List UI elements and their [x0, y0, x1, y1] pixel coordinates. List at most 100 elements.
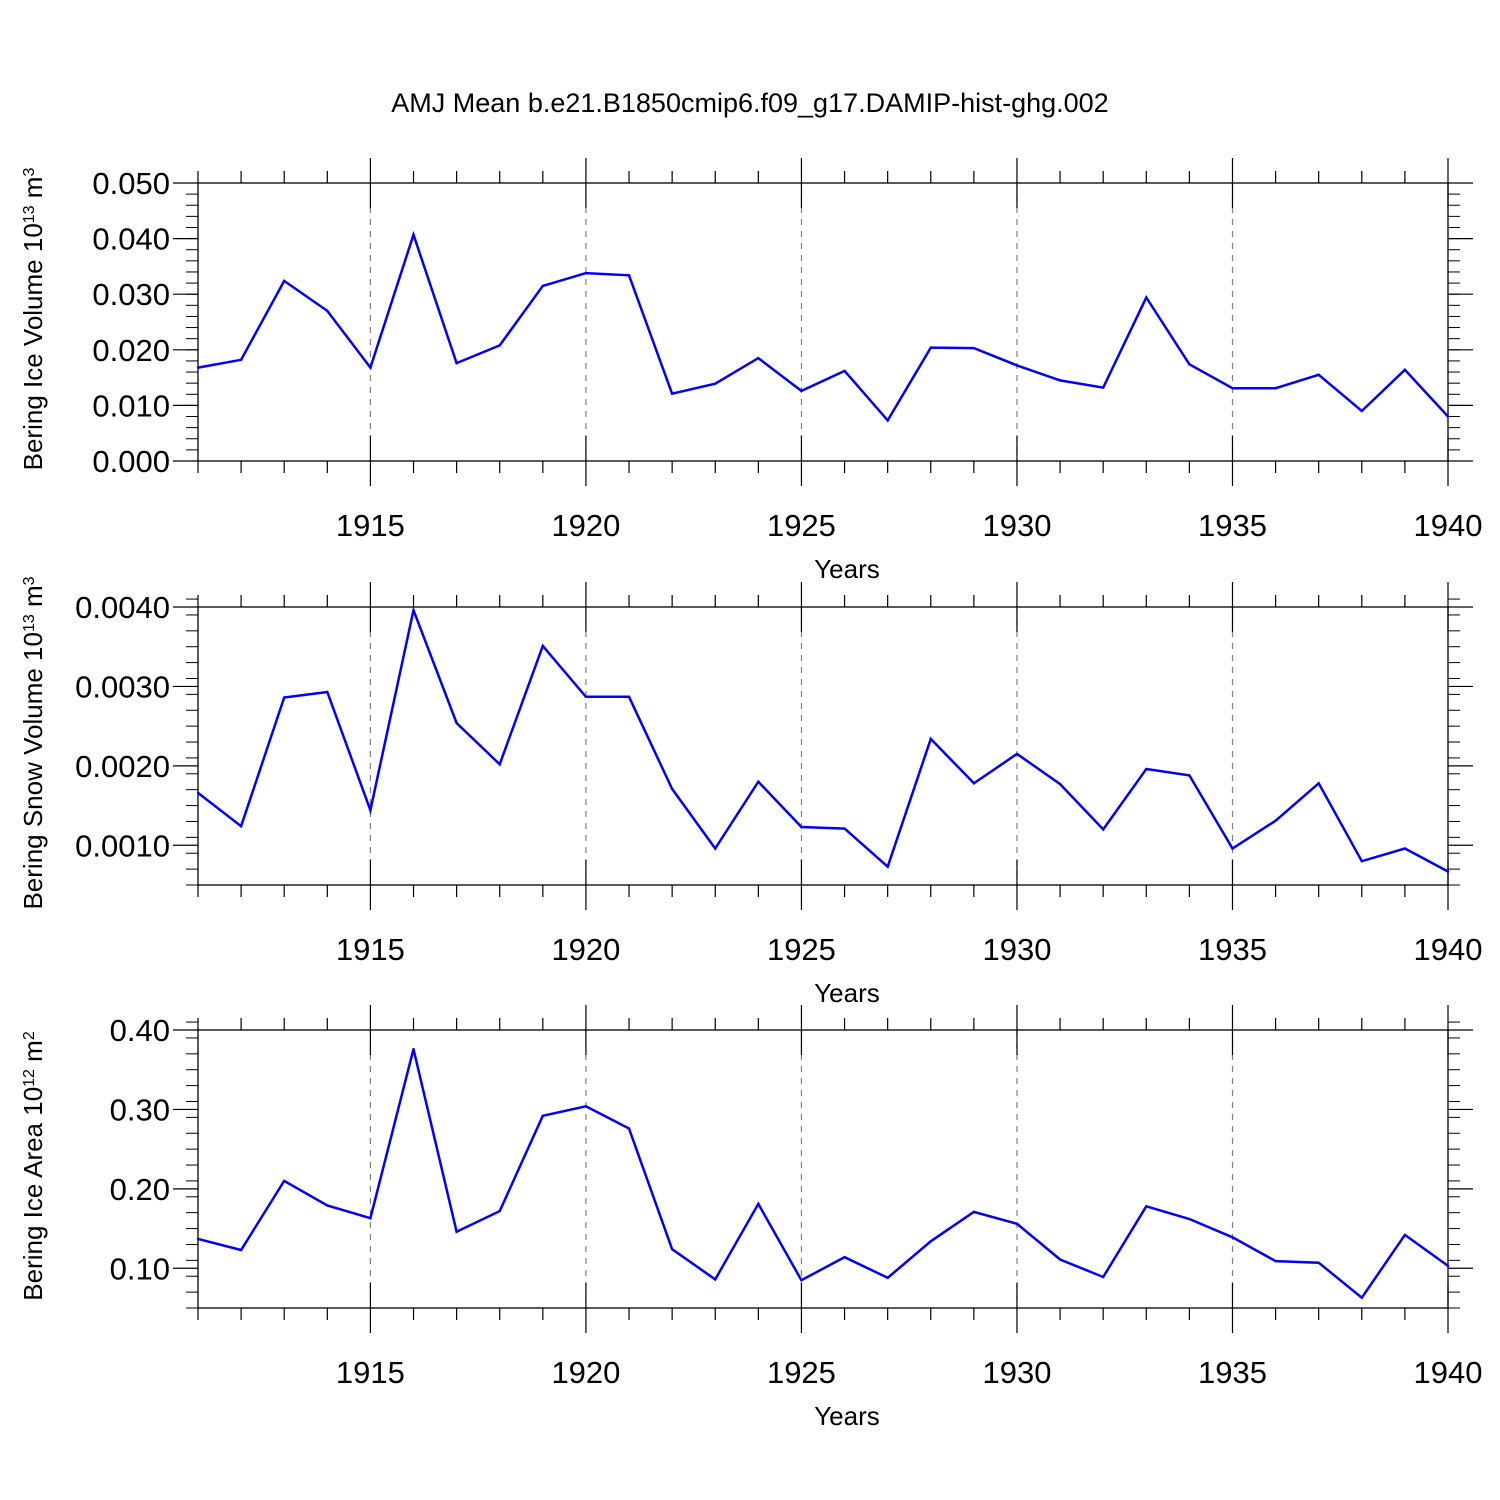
x-tick-label: 1925	[767, 508, 836, 543]
x-tick-label: 1920	[551, 1355, 620, 1390]
data-point	[1188, 774, 1191, 777]
x-tick-label: 1935	[1198, 1355, 1267, 1390]
x-tick-label: 1920	[551, 508, 620, 543]
data-point	[1188, 1217, 1191, 1221]
data-point	[843, 1255, 846, 1259]
panel-1: 0.000 0.010 0.020 0.030 0.040 0.050 1915 1920 19…	[18, 158, 1482, 584]
data-point	[326, 309, 329, 313]
data-point	[584, 695, 588, 698]
data-point	[541, 284, 545, 288]
data-point	[714, 847, 717, 850]
data-point	[1015, 752, 1019, 756]
y-axis-label-part: m	[18, 177, 48, 206]
y-tick-label: 0.20	[110, 1172, 170, 1207]
x-tick-label: 1935	[1198, 932, 1267, 967]
data-point	[369, 809, 372, 812]
x-tick-label: 1940	[1414, 1355, 1483, 1390]
data-point	[196, 366, 200, 369]
data-point	[800, 825, 803, 829]
y-tick-label: 0.0010	[75, 828, 170, 863]
data-point	[1317, 782, 1320, 785]
data-point	[886, 419, 889, 422]
data-point	[1274, 819, 1277, 822]
x-tick-label: 1930	[982, 932, 1051, 967]
y-tick-label: 0.030	[92, 277, 170, 312]
y-axis-label: Bering Snow Volume 1013 m3	[18, 576, 48, 909]
data-point	[757, 780, 760, 783]
y-axis-label-part: m	[18, 1040, 48, 1069]
x-tick-label: 1915	[336, 508, 405, 543]
y-tick-label: 0.0040	[75, 590, 170, 625]
y-tick-label: 0.050	[92, 166, 170, 201]
data-point	[1446, 870, 1450, 873]
data-point	[326, 690, 329, 694]
data-point	[326, 1204, 329, 1207]
data-point	[757, 356, 760, 360]
data-point	[455, 1230, 458, 1233]
data-point	[627, 274, 631, 277]
data-point	[1274, 386, 1277, 390]
panel-3: 0.10 0.20 0.30 0.40 1915 1920 1925 1930 1935 1940…	[18, 1005, 1482, 1431]
data-point	[886, 865, 889, 868]
x-axis-label: Years	[814, 1401, 880, 1431]
data-point	[584, 1105, 588, 1108]
y-tick-label: 0.010	[92, 388, 170, 423]
data-point	[1145, 296, 1148, 299]
plot-frame	[197, 182, 1449, 462]
data-point	[1446, 1264, 1450, 1268]
data-point	[1101, 1275, 1105, 1279]
data-point	[1317, 1261, 1320, 1264]
data-point	[757, 1202, 760, 1206]
plot-frame	[197, 1029, 1449, 1309]
data-point	[800, 1279, 803, 1282]
data-point	[1188, 363, 1191, 366]
data-point	[239, 1248, 243, 1252]
y-axis-label-part: Bering Ice Volume 10	[18, 223, 48, 470]
data-point	[1058, 379, 1062, 382]
data-point	[1015, 1222, 1019, 1226]
data-point	[239, 358, 243, 362]
chart-title: AMJ Mean b.e21.B1850cmip6.f09_g17.DAMIP-…	[391, 88, 1109, 118]
data-point	[627, 695, 631, 698]
data-point	[283, 279, 286, 283]
data-point	[1274, 1259, 1277, 1263]
x-tick-label: 1930	[982, 1355, 1051, 1390]
data-point	[929, 737, 932, 741]
y-axis-label-part: Bering Ice Area 10	[18, 1087, 48, 1301]
data-point	[1446, 415, 1450, 418]
data-point	[584, 271, 588, 275]
data-point	[412, 1047, 415, 1051]
x-tick-label: 1940	[1414, 932, 1483, 967]
y-axis-label-part: 3	[21, 576, 38, 585]
data-point	[670, 1248, 674, 1251]
data-point	[196, 1237, 200, 1241]
y-axis-label-part: 3	[21, 168, 38, 177]
data-point	[670, 392, 674, 395]
data-point	[1015, 364, 1019, 367]
data-point	[283, 1179, 286, 1183]
data-point	[929, 1240, 932, 1243]
data-point	[498, 1209, 501, 1213]
data-point	[1101, 828, 1105, 831]
x-tick-label: 1915	[336, 932, 405, 967]
data-point	[886, 1276, 889, 1280]
y-tick-label: 0.020	[92, 333, 170, 368]
data-point	[1145, 767, 1148, 771]
data-point	[714, 1278, 717, 1281]
x-tick-label: 1925	[767, 1355, 836, 1390]
x-tick-label: 1935	[1198, 508, 1267, 543]
data-point	[1231, 386, 1234, 390]
data-point	[627, 1127, 631, 1130]
y-tick-label: 0.040	[92, 222, 170, 257]
data-point	[1403, 1233, 1407, 1237]
data-point	[929, 346, 932, 349]
x-axis-label: Years	[814, 554, 880, 584]
y-axis-label-part: 13	[21, 205, 38, 223]
x-tick-label: 1925	[767, 932, 836, 967]
data-point	[670, 787, 674, 791]
data-point	[843, 827, 846, 830]
data-point	[1231, 1236, 1234, 1239]
y-axis-label-part: 13	[21, 614, 38, 632]
data-point	[1101, 386, 1105, 389]
